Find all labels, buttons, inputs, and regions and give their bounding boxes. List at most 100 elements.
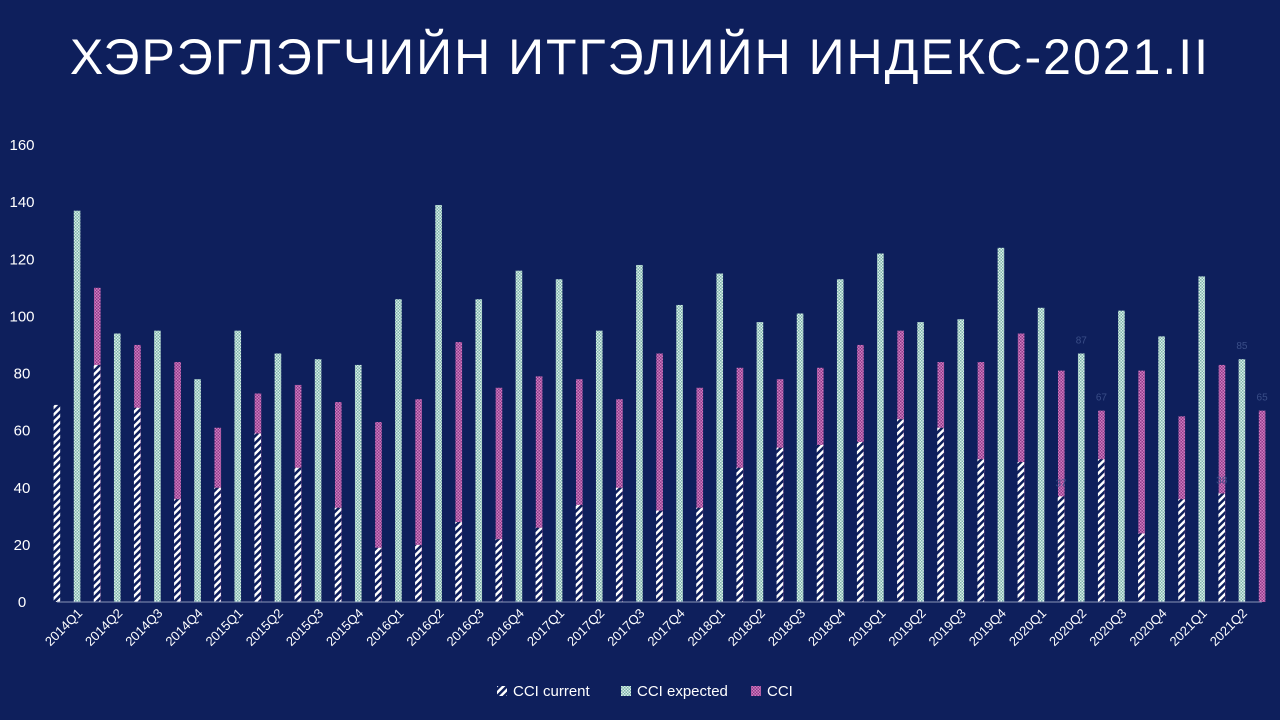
y-tick-label: 140	[9, 194, 34, 211]
bar-cci-current-2018q2	[736, 467, 744, 602]
x-tick-label: 2019Q1	[845, 606, 888, 649]
x-tick-label: 2016Q3	[444, 606, 487, 649]
y-tick-label: 160	[9, 137, 34, 154]
y-tick-label: 120	[9, 251, 34, 268]
bar-cci-current-2015q1	[214, 487, 221, 602]
bar-cci-expected-2014q3	[154, 330, 161, 602]
x-tick-label: 2020Q4	[1126, 606, 1169, 649]
bar-cci-expected-2016q1	[395, 299, 402, 602]
bar-cci-expected-2021q1	[1198, 276, 1206, 602]
x-tick-label: 2015Q1	[203, 606, 246, 649]
bar-cci-current-2018q3	[776, 447, 784, 602]
bar-cci-expected-2017q4	[676, 304, 683, 602]
bar-cci-2014q3	[174, 362, 181, 602]
y-axis: 0 20 40 60 80 100 120 140 160	[9, 137, 34, 611]
bar-cci-2021q2	[1258, 410, 1266, 602]
x-tick-label: 2019Q3	[926, 606, 969, 649]
bar-cci-2020q1	[1057, 370, 1065, 602]
bar-cci-2016q1	[415, 399, 422, 602]
bar-cci-current-2016q4	[495, 539, 503, 602]
legend-swatch-cci-current	[497, 686, 507, 696]
bar-cci-2020q3	[1138, 370, 1145, 602]
y-tick-label: 40	[14, 480, 31, 497]
bar-cci-current-2015q3	[294, 467, 302, 602]
x-tick-label: 2015Q2	[243, 606, 286, 649]
bar-cci-current-2015q4	[334, 507, 342, 602]
bar-cci-current-2014q1	[53, 404, 61, 602]
bar-cci-expected-2021q2	[1238, 359, 1246, 602]
bar-cci-expected-2015q3	[314, 359, 322, 602]
y-tick-label: 80	[14, 366, 31, 383]
bar-cci-expected-2019q1	[877, 253, 884, 603]
x-tick-label: 2016Q1	[363, 606, 406, 649]
x-tick-label: 2020Q1	[1006, 606, 1049, 649]
x-tick-label: 2021Q2	[1207, 606, 1250, 649]
bar-cci-expected-2019q3	[957, 319, 965, 602]
x-tick-label: 2017Q2	[564, 606, 607, 649]
x-tick-label: 2018Q2	[725, 606, 768, 649]
x-tick-label: 2019Q2	[885, 606, 928, 649]
bar-cci-current-2018q1	[696, 507, 703, 602]
legend-swatch-cci	[751, 686, 761, 696]
bar-cci-current-2020q3	[1097, 459, 1105, 602]
bar-cci-current-2016q3	[455, 522, 462, 602]
bar-cci-2016q4	[535, 376, 543, 602]
x-tick-label: 2016Q2	[403, 606, 446, 649]
x-tick-label: 2017Q3	[604, 606, 647, 649]
bar-cci-expected-2015q2	[274, 353, 282, 602]
data-label: 65	[1257, 393, 1269, 404]
bar-cci-2017q1	[575, 379, 583, 602]
bar-cci-current-2015q2	[254, 433, 262, 602]
y-tick-label: 20	[14, 537, 31, 554]
x-tick-label: 2021Q1	[1167, 606, 1210, 649]
bar-cci-2016q3	[495, 387, 503, 602]
bar-cci-2021q1	[1218, 364, 1226, 602]
bar-cci-current-2017q3	[615, 487, 623, 602]
x-tick-label: 2014Q1	[42, 606, 85, 649]
bar-cci-expected-2020q2	[1077, 353, 1085, 602]
data-label: 85	[1236, 341, 1248, 352]
bar-cci-current-2017q4	[656, 510, 663, 602]
bar-cci-expected-2018q1	[716, 273, 724, 602]
x-tick-label: 2018Q1	[685, 606, 728, 649]
bar-cci-expected-2016q3	[475, 299, 483, 602]
x-axis: 2014Q12014Q22014Q32014Q42015Q12015Q22015…	[42, 601, 1262, 649]
x-tick-label: 2020Q2	[1046, 606, 1089, 649]
x-tick-label: 2019Q4	[966, 606, 1009, 649]
bars-group	[53, 204, 1266, 603]
x-tick-label: 2018Q3	[765, 606, 808, 649]
bar-cci-current-2019q3	[937, 427, 944, 602]
bar-cci-expected-2019q4	[997, 247, 1005, 602]
x-tick-label: 2017Q4	[644, 606, 687, 649]
legend-label-cci-current: CCI current	[513, 683, 591, 700]
page-title: ХЭРЭГЛЭГЧИЙН ИТГЭЛИЙН ИНДЕКС-2021.II	[69, 29, 1211, 85]
bar-cci-current-2020q2	[1057, 496, 1065, 602]
bar-cci-current-2020q1	[1017, 462, 1025, 602]
bar-cci-2017q3	[656, 353, 663, 602]
bar-cci-expected-2014q2	[113, 333, 121, 602]
x-tick-label: 2017Q1	[524, 606, 567, 649]
bar-cci-expected-2015q4	[354, 364, 362, 602]
bar-cci-current-2019q4	[977, 459, 985, 602]
data-label: 87	[1076, 336, 1088, 347]
x-tick-label: 2020Q3	[1086, 606, 1129, 649]
bar-cci-expected-2020q3	[1118, 310, 1125, 602]
x-tick-label: 2018Q4	[805, 606, 848, 649]
x-tick-label: 2015Q4	[323, 606, 366, 649]
bar-cci-2017q4	[696, 387, 704, 602]
bar-cci-current-2020q4	[1138, 533, 1145, 602]
bar-cci-current-2019q2	[897, 419, 904, 602]
bar-cci-2016q2	[455, 342, 463, 602]
bar-cci-expected-2014q4	[194, 379, 201, 602]
bar-cci-current-2016q2	[415, 544, 422, 603]
legend-label-cci: CCI	[767, 683, 793, 700]
data-label: 67	[1096, 393, 1108, 404]
bar-cci-expected-2018q3	[796, 313, 804, 602]
data-label: 37	[1055, 478, 1067, 489]
bar-cci-current-2021q1	[1178, 499, 1185, 602]
data-label: 38	[1216, 475, 1228, 486]
bar-cci-expected-2016q2	[435, 204, 442, 603]
x-tick-label: 2014Q2	[82, 606, 125, 649]
